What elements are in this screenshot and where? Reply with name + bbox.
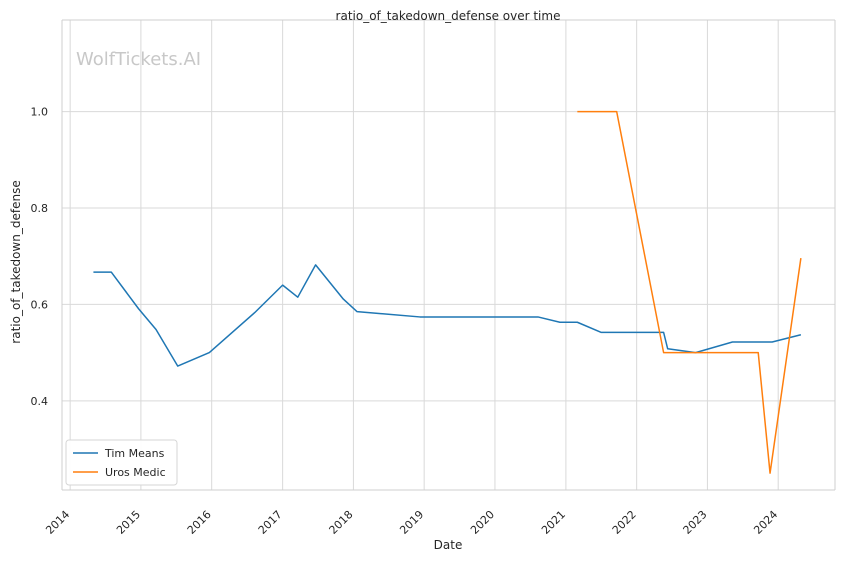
- chart-title: ratio_of_takedown_defense over time: [336, 9, 561, 23]
- series-line-uros-medic: [577, 110, 802, 474]
- x-tick-label: 2021: [539, 508, 568, 537]
- legend-label-tim-means: Tim Means: [104, 447, 165, 460]
- series-layer: [93, 110, 802, 474]
- x-tick-label: 2023: [681, 508, 710, 537]
- x-axis-label: Date: [434, 538, 463, 552]
- x-tick-label: 2015: [114, 508, 143, 537]
- grid-layer: [62, 20, 835, 490]
- legend: Tim Means Uros Medic: [65, 439, 178, 486]
- watermark: WolfTickets.AI: [76, 49, 201, 70]
- y-tick-label: 0.6: [31, 298, 49, 311]
- y-tick-label: 1.0: [31, 106, 49, 119]
- x-tick-label: 2019: [397, 508, 426, 537]
- x-tick-label: 2014: [43, 508, 72, 537]
- x-tick-label: 2016: [185, 508, 214, 537]
- x-tick-label: 2024: [751, 508, 780, 537]
- x-tick-label: 2020: [468, 508, 497, 537]
- y-tick-label: 0.8: [31, 202, 49, 215]
- legend-box: [65, 439, 178, 486]
- y-axis-label: ratio_of_takedown_defense: [9, 180, 23, 343]
- x-tick-label: 2022: [610, 508, 639, 537]
- x-tick-label: 2018: [327, 508, 356, 537]
- legend-label-uros-medic: Uros Medic: [105, 466, 166, 479]
- x-tick-label: 2017: [256, 508, 285, 537]
- series-line-tim-means: [93, 264, 802, 367]
- y-tick-label: 0.4: [31, 395, 49, 408]
